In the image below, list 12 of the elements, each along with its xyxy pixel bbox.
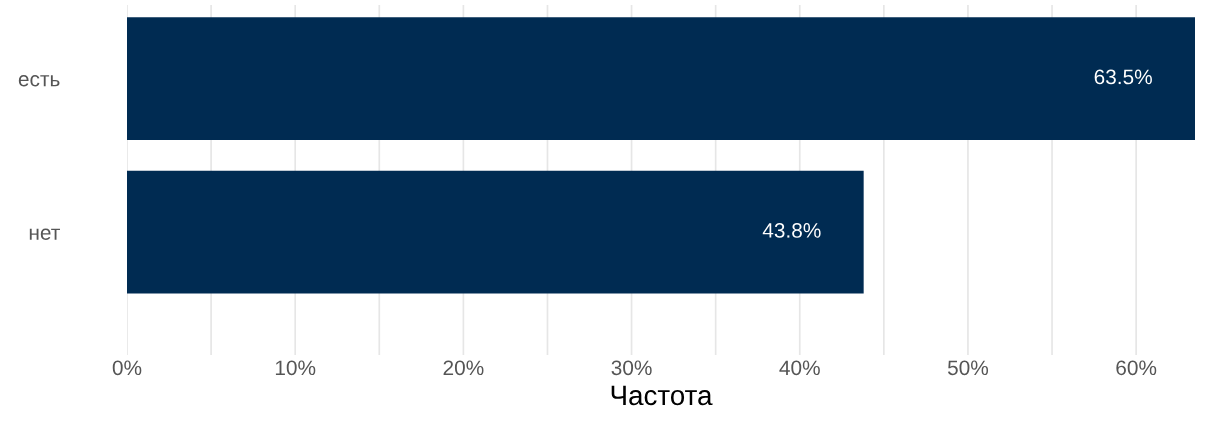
data-label: 63.5%	[1094, 69, 1152, 85]
x-tick-label: 0%	[112, 360, 142, 376]
x-tick-label: 10%	[275, 360, 316, 376]
x-tick-label: 40%	[779, 360, 820, 376]
x-tick-label: 50%	[947, 360, 989, 376]
data-label: 43.8%	[762, 223, 821, 238]
x-tick-label: 60%	[1116, 360, 1157, 376]
y-tick-label: есть	[18, 75, 60, 87]
x-tick-label: 20%	[443, 360, 484, 376]
y-tick-label: нет	[29, 228, 60, 240]
x-axis-title: Частота	[611, 385, 713, 406]
x-tick-label: 30%	[611, 360, 652, 376]
